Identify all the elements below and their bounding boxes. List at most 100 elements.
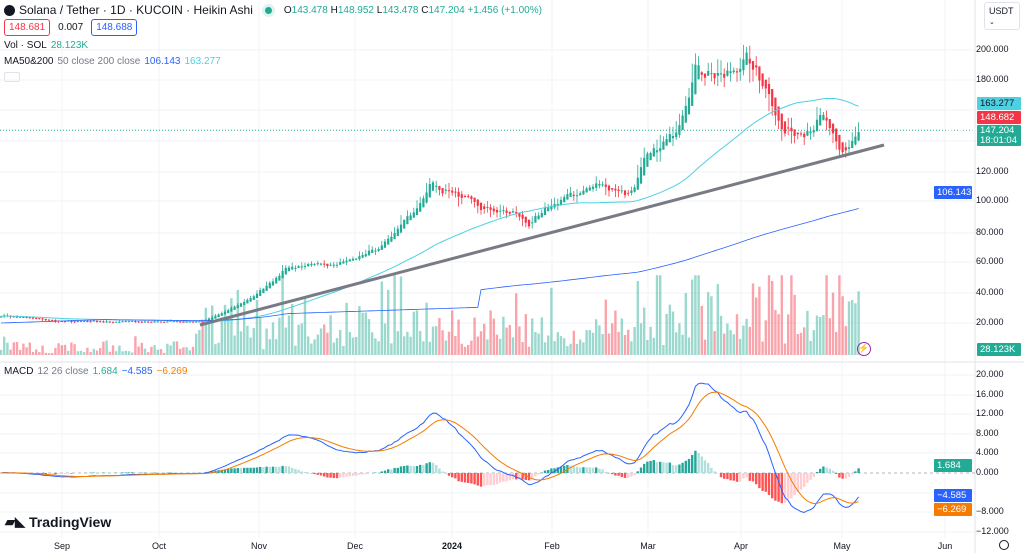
settings-gear-icon[interactable]: [999, 540, 1009, 550]
volume-bar: [611, 323, 614, 355]
macd-histogram-bar: [534, 473, 537, 477]
macd-histogram-bar: [729, 473, 732, 481]
volume-bar: [806, 310, 809, 355]
candle-body: [700, 72, 703, 75]
ma-legend[interactable]: MA50&200 50 close 200 close 106.143 163.277: [4, 56, 221, 67]
brand-name: TradingView: [29, 514, 112, 530]
macd-histogram-bar: [643, 463, 646, 473]
macd-histogram-bar: [543, 470, 547, 473]
candle-body: [28, 317, 31, 319]
volume-bar: [89, 352, 92, 355]
macd-histogram-bar: [700, 456, 703, 473]
candle-body: [41, 318, 44, 320]
candle-body: [534, 215, 537, 223]
time-axis-label: Feb: [544, 541, 560, 551]
macd-histogram-bar: [361, 473, 364, 475]
volume-bar: [662, 345, 665, 355]
candle-body: [102, 321, 105, 323]
currency-select[interactable]: USDT ⌄: [984, 2, 1020, 30]
volume-bar: [678, 323, 681, 355]
macd-histogram-bar: [486, 473, 489, 486]
volume-bar: [547, 335, 550, 355]
lightning-icon[interactable]: ⚡: [857, 342, 871, 356]
candle-body: [12, 316, 15, 318]
macd-histogram-bar: [675, 465, 678, 473]
candle-body: [486, 206, 489, 208]
candle-body: [422, 198, 425, 208]
change-value: +1.456 (+1.00%): [467, 4, 542, 16]
volume-bar: [127, 351, 131, 355]
candle-body: [543, 207, 547, 216]
volume-bar: [710, 296, 713, 355]
candle-body: [335, 264, 339, 266]
volume-bar: [428, 341, 431, 355]
macd-histogram-bar: [127, 472, 131, 473]
macd-histogram-bar: [406, 465, 409, 473]
macd-histogram-bar: [297, 469, 300, 473]
macd-histogram-bar: [265, 466, 268, 473]
volume-bar: [771, 280, 774, 355]
price-axis-label: 80.000: [976, 227, 1004, 237]
volume-bar: [0, 349, 3, 355]
candle-body: [707, 71, 710, 76]
macd-histogram-bar: [70, 473, 73, 474]
volume-bar: [268, 339, 271, 355]
candle-body: [505, 210, 508, 213]
candle-body: [806, 130, 809, 136]
collapse-legend-button[interactable]: [4, 72, 20, 82]
macd-histogram-bar: [358, 473, 361, 475]
buy-button[interactable]: 148.688: [91, 19, 138, 36]
macd-histogram-bar: [441, 471, 444, 473]
chevron-down-icon: ⌄: [989, 19, 995, 26]
candle-body: [60, 321, 63, 323]
macd-histogram-bar: [316, 473, 319, 475]
signal-line: [0, 391, 859, 505]
candle-body: [121, 321, 124, 323]
candle-body: [633, 187, 636, 192]
candle-body: [758, 66, 761, 81]
macd-histogram-bar: [335, 473, 339, 479]
candle-body: [150, 321, 153, 323]
candle-body: [444, 189, 447, 191]
macd-histogram-bar: [227, 468, 230, 473]
macd-histogram-bar: [57, 473, 60, 475]
volume-bar: [444, 340, 447, 355]
volume-bar: [147, 352, 150, 355]
symbol-title[interactable]: Solana / Tether · 1D · KUCOIN · Heikin A…: [19, 3, 253, 17]
candle-body: [620, 190, 623, 192]
candle-body: [595, 183, 598, 188]
macd-legend[interactable]: MACD 12 26 close 1.684 −4.585 −6.269: [4, 366, 187, 377]
sell-button[interactable]: 148.681: [4, 19, 51, 36]
volume-bar: [345, 302, 348, 355]
macd-histogram-bar: [294, 468, 297, 473]
volume-bar: [537, 333, 540, 355]
macd-histogram-bar: [831, 470, 835, 473]
candle-body: [518, 212, 521, 217]
candle-body: [79, 321, 83, 323]
macd-histogram-bar: [649, 460, 652, 473]
macd-histogram-bar: [246, 467, 249, 473]
candle-body: [835, 128, 838, 142]
candle-body: [476, 199, 479, 206]
tradingview-logo[interactable]: ▰◣ TradingView: [5, 514, 111, 530]
candle-body: [572, 194, 575, 196]
macd-histogram-bar: [668, 462, 671, 473]
candle-body: [329, 264, 332, 266]
volume-legend[interactable]: Vol · SOL 28.123K: [4, 40, 88, 51]
candle-body: [255, 293, 259, 299]
candle-body: [143, 321, 147, 323]
candle-body: [131, 320, 134, 322]
candle-body: [665, 139, 668, 146]
volume-bar: [284, 327, 287, 355]
candle-body: [188, 321, 191, 323]
volume-bar: [787, 314, 790, 355]
signal-tag: −6.269: [934, 503, 972, 516]
ma200-tag: 106.143: [934, 186, 972, 199]
candle-body: [316, 263, 319, 265]
volume-bar: [44, 352, 47, 355]
volume-bar: [751, 283, 755, 355]
open-label: O: [283, 4, 292, 16]
candle-body: [438, 186, 441, 190]
macd-histogram-bar: [249, 467, 252, 473]
